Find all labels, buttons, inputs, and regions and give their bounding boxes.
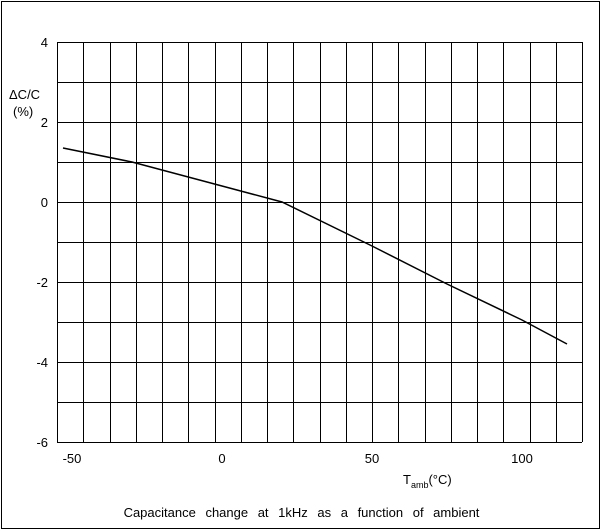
y-tick-label: 0 <box>41 195 48 210</box>
y-tick-label: 2 <box>41 115 48 130</box>
x-axis-label-unit: (°C) <box>428 472 451 487</box>
y-tick-label: -4 <box>36 355 48 370</box>
series-line <box>62 147 568 345</box>
y-tick-label: -6 <box>36 435 48 450</box>
x-axis-label-sub: amb <box>411 480 429 490</box>
x-tick-label: 100 <box>511 451 533 466</box>
y-axis-label-line1: ΔC/C <box>9 87 40 102</box>
tick-labels: -50 0 50 100 4 2 0 -2 -4 -6 <box>36 35 532 466</box>
x-axis-label-main: T <box>403 472 411 487</box>
x-tick-label: 0 <box>218 451 225 466</box>
x-axis-label: Tamb(°C) <box>403 472 452 490</box>
x-tick-label: -50 <box>63 451 82 466</box>
chart-caption: Capacitance change at 1kHz as a function… <box>123 505 480 520</box>
x-tick-label: 50 <box>365 451 379 466</box>
y-axis-label-line2: (%) <box>13 104 33 119</box>
grid <box>57 42 583 443</box>
y-tick-label: 4 <box>41 35 48 50</box>
y-tick-label: -2 <box>36 275 48 290</box>
